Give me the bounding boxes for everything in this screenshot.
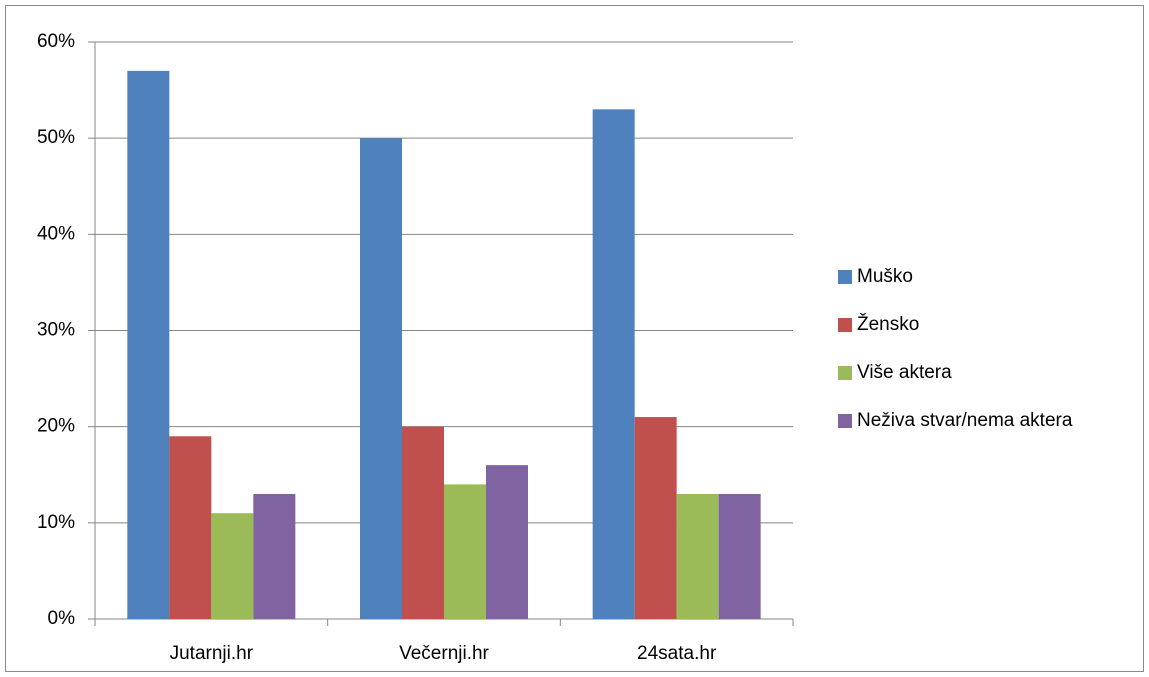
legend-label: Žensko — [857, 313, 919, 335]
bar — [253, 493, 296, 619]
y-tick-label: 0% — [48, 608, 76, 629]
legend-swatch — [838, 270, 852, 284]
bar — [486, 465, 528, 619]
bar — [718, 493, 761, 619]
bar — [360, 138, 402, 619]
y-tick-label: 60% — [37, 31, 75, 52]
bar — [444, 484, 486, 619]
legend-label: Neživa stvar/nema aktera — [857, 410, 1073, 431]
bar — [127, 70, 170, 620]
legend-label: Više aktera — [857, 362, 952, 383]
bar — [211, 513, 254, 619]
bar — [169, 436, 212, 619]
bar — [676, 493, 719, 619]
bar — [402, 426, 444, 619]
y-tick-label: 50% — [37, 127, 75, 148]
legend-swatch — [838, 318, 852, 332]
x-tick-label: Jutarnji.hr — [170, 643, 254, 664]
x-tick-label: 24sata.hr — [637, 643, 717, 664]
y-tick-label: 10% — [37, 512, 75, 533]
x-tick-label: Večernji.hr — [399, 643, 489, 664]
legend-swatch — [838, 414, 852, 428]
bar — [634, 417, 677, 619]
legend-label: Muško — [857, 266, 913, 287]
y-tick-label: 40% — [37, 223, 75, 244]
legend-swatch — [838, 366, 852, 380]
y-tick-label: 30% — [37, 320, 75, 341]
bar — [592, 109, 635, 620]
y-tick-label: 20% — [37, 416, 75, 437]
